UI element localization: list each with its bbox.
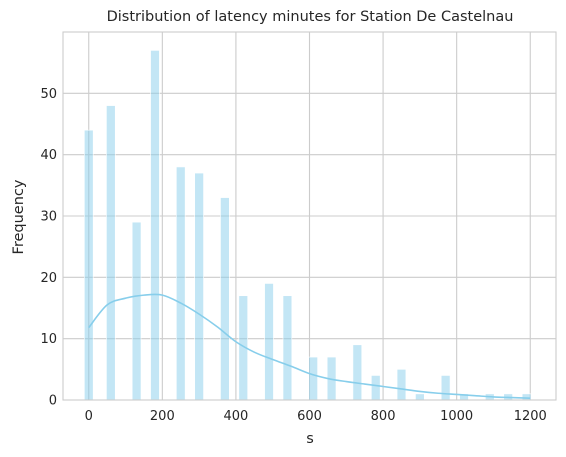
histogram-bar [415, 394, 424, 400]
histogram-bar [176, 167, 185, 400]
histogram-bar [522, 394, 531, 400]
y-tick-label: 0 [49, 394, 57, 409]
y-tick-label: 40 [40, 148, 57, 163]
histogram-bar [371, 375, 380, 400]
x-tick-label: 1200 [514, 409, 547, 424]
x-tick-label: 800 [371, 409, 396, 424]
y-tick-label: 50 [40, 87, 57, 102]
chart-title: Distribution of latency minutes for Stat… [107, 9, 514, 25]
histogram-bar [195, 173, 204, 400]
histogram-bar [397, 369, 406, 400]
histogram-bar [106, 106, 115, 400]
y-tick-label: 10 [40, 332, 57, 347]
x-tick-label: 600 [297, 409, 322, 424]
histogram-bar [151, 50, 160, 400]
x-tick-label: 0 [85, 409, 93, 424]
histogram-bar [265, 283, 274, 400]
x-tick-label: 400 [224, 409, 249, 424]
histogram-bar [309, 357, 318, 400]
x-tick-label: 200 [150, 409, 175, 424]
histogram-bar [353, 345, 362, 400]
x-tick-label: 1000 [440, 409, 473, 424]
y-tick-label: 30 [40, 210, 57, 225]
histogram-bar [283, 296, 292, 400]
y-tick-label: 20 [40, 271, 57, 286]
histogram-bar [220, 198, 229, 400]
tick-labels: 0 200 400 600 800 1000 1200 0 10 20 30 40 50 [40, 87, 546, 424]
histogram-bar [441, 375, 450, 400]
histogram-bar [84, 130, 93, 400]
histogram-bar [132, 222, 141, 400]
y-axis-label: Frequency [11, 179, 27, 254]
histogram-bars [84, 50, 531, 400]
x-axis-label: s [306, 431, 314, 447]
